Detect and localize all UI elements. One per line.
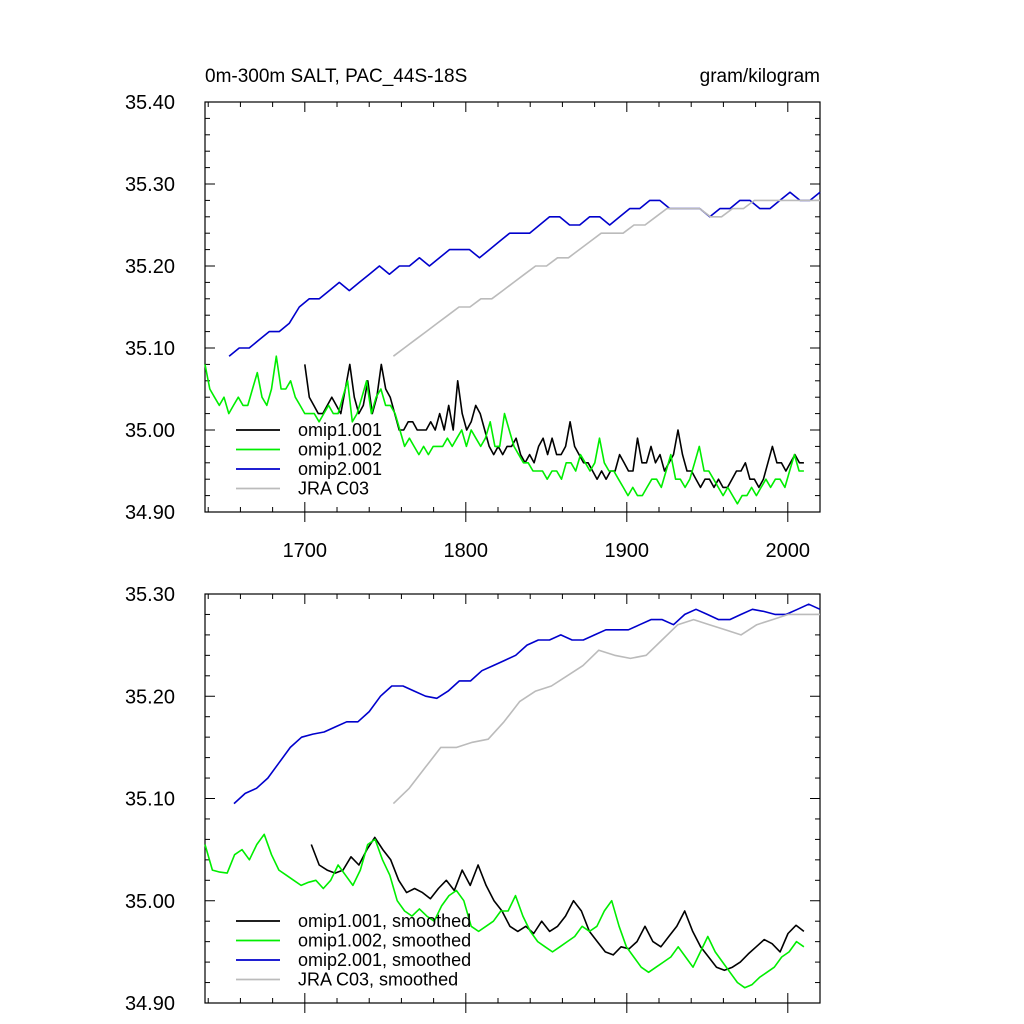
bottom-y-tick-label: 35.00 <box>125 891 175 913</box>
top-y-tick-label: 34.90 <box>125 502 175 524</box>
top-y-tick-label: 35.10 <box>125 338 175 360</box>
top-x-tick-label: 1800 <box>444 540 489 562</box>
top-series-line-2 <box>228 191 821 357</box>
bottom-series-line-1 <box>204 833 805 989</box>
bottom-legend-label: omip1.002, smoothed <box>298 931 471 951</box>
bottom-legend-label: JRA C03, smoothed <box>298 970 458 990</box>
top-series-line-1 <box>204 355 804 505</box>
top-x-tick-label: 1700 <box>283 540 328 562</box>
bottom-y-tick-label: 35.20 <box>125 686 175 708</box>
bottom-series-line-0 <box>310 836 805 972</box>
top-y-tick-label: 35.40 <box>125 92 175 114</box>
units-label: gram/kilogram <box>700 66 820 87</box>
top-x-tick-label: 2000 <box>766 540 811 562</box>
top-y-tick-label: 35.00 <box>125 420 175 442</box>
bottom-series-line-3 <box>392 613 820 805</box>
bottom-legend-label: omip1.001, smoothed <box>298 911 471 931</box>
bottom-y-tick-label: 35.10 <box>125 789 175 811</box>
bottom-legend-label: omip2.001, smoothed <box>298 950 471 970</box>
top-y-tick-label: 35.20 <box>125 256 175 278</box>
bottom-y-tick-label: 35.30 <box>125 584 175 606</box>
top-plot-frame <box>204 101 821 513</box>
top-x-tick-label: 1900 <box>605 540 650 562</box>
bottom-series-line-2 <box>233 603 821 805</box>
top-legend-label: JRA C03 <box>298 479 369 499</box>
top-series-line-3 <box>392 199 820 357</box>
top-legend-label: omip1.001 <box>298 420 382 440</box>
chart-title: 0m-300m SALT, PAC_44S-18S <box>205 66 467 87</box>
top-legend-label: omip1.002 <box>298 440 382 460</box>
top-series-line-0 <box>304 363 804 489</box>
bottom-y-tick-label: 34.90 <box>125 993 175 1015</box>
top-legend-label: omip2.001 <box>298 459 382 479</box>
top-y-tick-label: 35.30 <box>125 174 175 196</box>
